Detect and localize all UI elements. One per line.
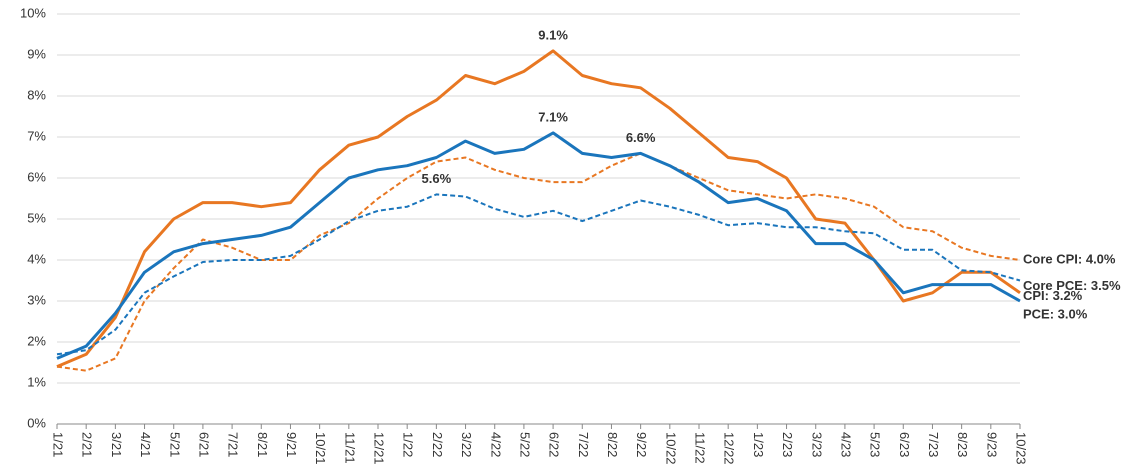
end-label: CPI: 3.2% bbox=[1023, 288, 1083, 303]
x-tick-label: 7/22 bbox=[576, 432, 591, 457]
x-tick-label: 5/22 bbox=[517, 432, 532, 457]
x-tick-label: 8/23 bbox=[955, 432, 970, 457]
series-line bbox=[56, 193, 1021, 356]
x-tick-label: 10/23 bbox=[1014, 432, 1029, 465]
x-tick-label: 4/21 bbox=[138, 432, 153, 457]
x-tick-label: 9/22 bbox=[634, 432, 649, 457]
peak-label: 9.1% bbox=[538, 27, 568, 42]
x-tick-label: 2/22 bbox=[430, 432, 445, 457]
y-tick-label: 1% bbox=[27, 374, 46, 389]
x-tick-label: 6/22 bbox=[547, 432, 562, 457]
x-tick-label: 1/23 bbox=[751, 432, 766, 457]
y-tick-label: 8% bbox=[27, 87, 46, 102]
y-tick-label: 2% bbox=[27, 333, 46, 348]
y-tick-label: 6% bbox=[27, 169, 46, 184]
x-tick-label: 4/23 bbox=[838, 432, 853, 457]
y-tick-label: 0% bbox=[27, 415, 46, 430]
x-tick-label: 1/21 bbox=[51, 432, 66, 457]
x-tick-label: 4/22 bbox=[488, 432, 503, 457]
y-tick-label: 10% bbox=[20, 5, 46, 20]
x-tick-label: 2/23 bbox=[780, 432, 795, 457]
x-tick-label: 9/21 bbox=[284, 432, 299, 457]
x-tick-label: 5/21 bbox=[167, 432, 182, 457]
peak-label: 7.1% bbox=[538, 109, 568, 124]
x-tick-label: 2/21 bbox=[80, 432, 95, 457]
x-tick-label: 3/21 bbox=[109, 432, 124, 457]
end-label: PCE: 3.0% bbox=[1023, 306, 1088, 321]
x-tick-label: 9/23 bbox=[984, 432, 999, 457]
x-tick-label: 10/21 bbox=[313, 432, 328, 465]
y-tick-label: 3% bbox=[27, 292, 46, 307]
x-tick-label: 8/21 bbox=[255, 432, 270, 457]
x-tick-label: 6/23 bbox=[897, 432, 912, 457]
x-tick-label: 11/21 bbox=[342, 432, 357, 464]
x-tick-label: 8/22 bbox=[605, 432, 620, 457]
x-tick-label: 3/23 bbox=[809, 432, 824, 457]
x-tick-label: 11/22 bbox=[693, 432, 708, 464]
peak-label: 6.6% bbox=[626, 130, 656, 145]
x-tick-label: 7/23 bbox=[926, 432, 941, 457]
series-line bbox=[56, 152, 1021, 372]
x-tick-label: 12/21 bbox=[372, 432, 387, 465]
x-tick-label: 6/21 bbox=[196, 432, 211, 457]
series-line bbox=[56, 49, 1021, 368]
y-tick-label: 5% bbox=[27, 210, 46, 225]
series-line bbox=[56, 131, 1021, 360]
x-tick-label: 12/22 bbox=[722, 432, 737, 465]
x-tick-label: 10/22 bbox=[663, 432, 678, 465]
x-tick-label: 1/22 bbox=[401, 432, 416, 457]
x-tick-label: 3/22 bbox=[459, 432, 474, 457]
end-label: Core CPI: 4.0% bbox=[1023, 251, 1116, 266]
end-label: Core PCE: 3.5% bbox=[1023, 278, 1121, 293]
y-tick-label: 9% bbox=[27, 46, 46, 61]
y-tick-label: 7% bbox=[27, 128, 46, 143]
peak-label: 5.6% bbox=[422, 171, 452, 186]
x-tick-label: 5/23 bbox=[868, 432, 883, 457]
y-tick-label: 4% bbox=[27, 251, 46, 266]
x-tick-label: 7/21 bbox=[226, 432, 241, 457]
